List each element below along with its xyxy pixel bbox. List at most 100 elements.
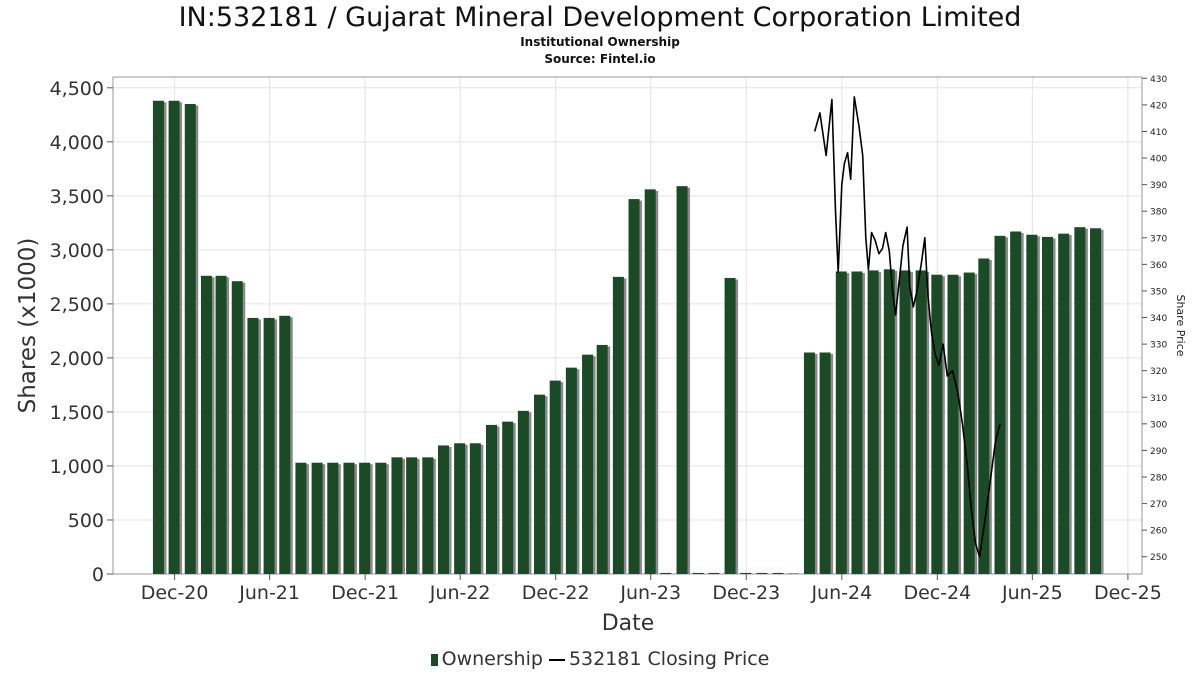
ownership-bar [454,443,466,574]
price-line [813,96,1001,558]
ownership-bar [708,572,720,574]
y2-tick-label: 410 [1150,128,1167,138]
ownership-bar [359,462,371,574]
y-tick-label: 4,000 [50,132,104,154]
x-axis-title: Date [602,611,655,636]
ownership-bar [692,572,704,574]
x-tick-label: Dec-20 [141,582,209,604]
ownership-bar [994,235,1006,574]
ownership-bar [978,258,990,574]
ownership-bar [422,457,434,574]
ownership-bar [787,573,799,574]
x-tick-label: Dec-24 [903,582,971,604]
y-axis-title: Shares (x1000) [15,238,41,414]
ownership-bar [279,315,291,574]
y-tick-label: 3,000 [50,240,104,262]
y2-tick-label: 250 [1150,553,1167,563]
chart-legend: Ownership 532181 Closing Price [0,648,1200,670]
ownership-bar [1058,233,1070,575]
ownership-bar [772,572,784,574]
x-tick-label: Jun-21 [238,582,300,604]
ownership-bar [184,104,196,575]
y2-tick-label: 350 [1150,287,1167,297]
y-tick-label: 0 [92,564,104,586]
ownership-bar [565,367,577,574]
ownership-bar [724,277,736,574]
y-tick-label: 4,500 [50,78,104,100]
x-tick-label: Dec-22 [522,582,590,604]
x-tick-label: Dec-21 [331,582,399,604]
ownership-bar [469,443,481,574]
ownership-bar [549,380,561,574]
y2-tick-label: 280 [1150,473,1167,483]
ownership-bar [215,275,227,574]
chart-title: IN:532181 / Gujarat Mineral Development … [178,2,1022,33]
y2-tick-label: 320 [1150,367,1167,377]
y2-tick-label: 290 [1150,447,1167,457]
y-tick-label: 1,000 [50,456,104,478]
ownership-bar [676,186,688,575]
y2-tick-label: 300 [1150,420,1167,430]
x-tick-label: Dec-25 [1094,582,1162,604]
y2-tick-label: 420 [1150,101,1167,111]
ownership-bar [343,462,355,574]
ownership-bar [168,100,180,574]
x-tick-label: Dec-23 [712,582,780,604]
ownership-bar [327,462,339,574]
ownership-bar [534,394,546,574]
ownership-bar [152,100,164,574]
ownership-bar [200,275,212,574]
ownership-bar [1090,228,1102,574]
ownership-bar [612,276,624,574]
y-tick-label: 2,000 [50,348,104,370]
ownership-bar [406,457,418,574]
chart-subtitle: Institutional Ownership [520,35,680,49]
ownership-bar [803,352,815,574]
y2-tick-label: 380 [1150,208,1167,218]
ownership-bar [231,281,243,574]
ownership-legend-swatch [430,653,438,666]
x-tick-label: Jun-23 [619,582,681,604]
ownership-bar [756,572,768,574]
y2-tick-label: 370 [1150,234,1167,244]
ownership-bar [915,270,927,574]
ownership-bar [851,271,863,574]
ownership-bar [437,445,449,574]
ownership-legend-label: Ownership [441,648,543,670]
ownership-bar [835,271,847,574]
y2-axis-title: Share Price [1174,294,1187,356]
ownership-bar [391,457,403,574]
y2-tick-label: 260 [1150,527,1167,537]
ownership-bar [375,462,387,574]
chart-source: Source: Fintel.io [544,52,656,66]
ownership-bar [263,317,275,574]
ownership-bar [931,274,943,574]
ownership-bar [947,274,959,574]
ownership-bar [517,410,529,574]
price-legend-swatch [548,658,565,661]
ownership-bar [502,421,514,574]
ownership-bar [1042,236,1054,574]
ownership-bar [628,199,640,575]
x-tick-label: Jun-25 [1001,582,1063,604]
ownership-bar [596,344,608,574]
x-tick-label: Jun-24 [810,582,872,604]
x-tick-label: Jun-22 [429,582,491,604]
ownership-bar [819,352,831,574]
ownership-bar [1010,231,1022,574]
ownership-bar [899,270,911,574]
y2-tick-label: 430 [1150,75,1167,85]
ownership-bar [660,572,672,574]
y-tick-label: 2,500 [50,294,104,316]
ownership-bar [247,317,259,574]
y2-tick-label: 340 [1150,314,1167,324]
y2-tick-label: 400 [1150,155,1167,165]
ownership-bar [486,424,498,574]
ownership-bar [867,270,879,574]
y2-tick-label: 270 [1150,500,1167,510]
ownership-bar [740,572,752,574]
y2-tick-label: 310 [1150,394,1167,404]
ownership-bar [295,462,307,574]
price-legend-label: 532181 Closing Price [568,648,770,670]
